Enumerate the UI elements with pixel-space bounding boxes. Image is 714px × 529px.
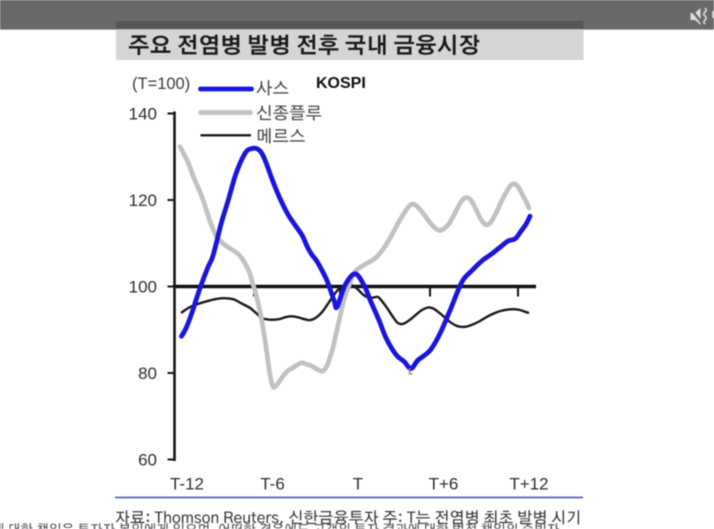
svg-text:T: T — [353, 475, 363, 494]
svg-text:T+6: T+6 — [429, 475, 459, 494]
svg-text:80: 80 — [138, 364, 157, 383]
svg-text:100: 100 — [129, 278, 157, 297]
svg-text:KOSPI: KOSPI — [316, 75, 366, 92]
svg-text:(T=100): (T=100) — [132, 75, 190, 93]
svg-text:120: 120 — [129, 191, 157, 210]
svg-text:60: 60 — [138, 451, 157, 470]
svg-text:T+12: T+12 — [509, 475, 548, 494]
svg-text:T-6: T-6 — [260, 475, 285, 494]
svg-text:140: 140 — [129, 105, 157, 124]
svg-text:T-12: T-12 — [170, 475, 204, 494]
